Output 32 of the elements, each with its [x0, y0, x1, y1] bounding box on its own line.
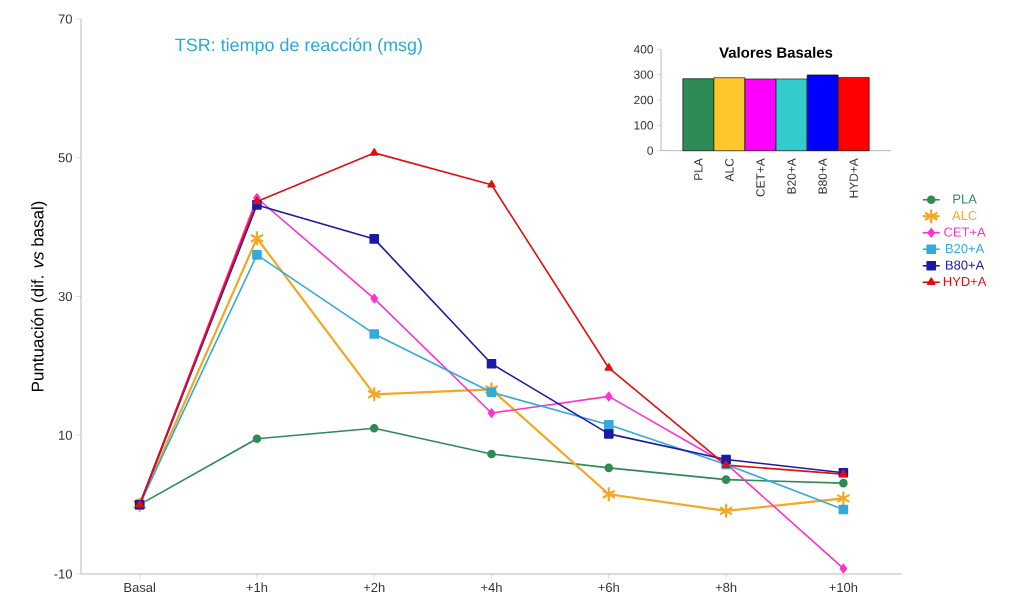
x-tick-label: CET+A: [756, 158, 765, 197]
y-tick-label: 30: [58, 291, 72, 302]
x-tick-label: +2h: [363, 582, 385, 592]
x-tick-label: +10h: [829, 582, 858, 593]
legend-label: B20+A: [946, 243, 985, 254]
text: TSR: tiempo de reacción (msg): [175, 37, 422, 55]
y-axis-title: Puntuación (dif. vs basal): [30, 201, 47, 391]
y-tick-label: 10: [59, 430, 72, 440]
y-tick-label: 300: [633, 70, 654, 79]
legend-label: B80+A: [946, 260, 985, 270]
chart-title: Valores Basales: [719, 46, 833, 58]
x-tick-label: ALC: [725, 158, 734, 182]
y-tick-label: 0: [647, 146, 654, 155]
x-tick-label: Basal: [124, 582, 155, 593]
y-tick-label: -10: [54, 569, 72, 579]
legend-label: PLA: [953, 194, 977, 204]
legend-label: ALC: [952, 210, 977, 221]
x-tick-label: +6h: [598, 582, 619, 593]
legend-label: HYD+A: [943, 277, 987, 286]
y-tick-label: 200: [634, 95, 654, 105]
x-tick-label: HYD+A: [849, 158, 858, 198]
y-tick-label: 400: [633, 45, 654, 54]
x-tick-label: B80+A: [818, 158, 827, 194]
legend-label: CET+A: [944, 227, 986, 237]
x-tick-label: +4h: [481, 582, 502, 592]
y-tick-label: 70: [58, 14, 72, 24]
y-tick-label: 100: [634, 121, 654, 130]
x-tick-label: +8h: [715, 582, 737, 593]
x-tick-label: B20+A: [787, 158, 796, 194]
y-tick-label: 50: [58, 153, 72, 163]
x-tick-label: PLA: [694, 158, 703, 180]
x-tick-label: +1h: [246, 582, 268, 592]
